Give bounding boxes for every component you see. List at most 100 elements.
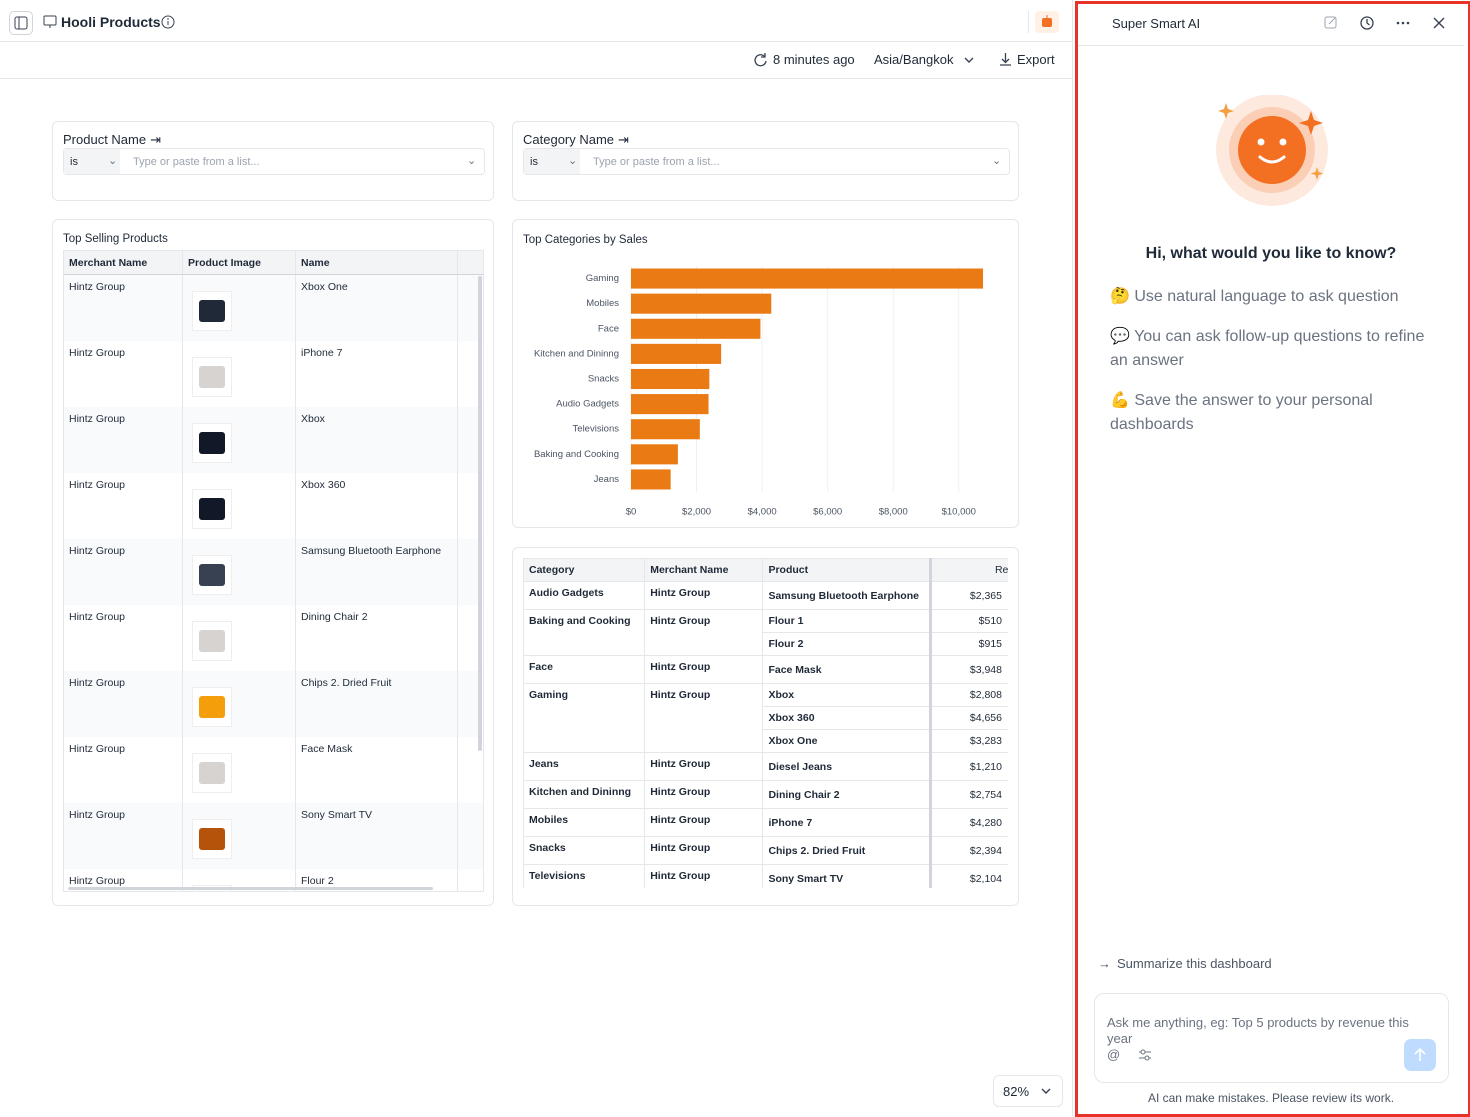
timezone[interactable]: Asia/Bangkok bbox=[874, 52, 954, 67]
product-cell: Flour 1 bbox=[762, 609, 931, 633]
filter-label-text: Category Name bbox=[523, 132, 615, 147]
revenue-cell: $4,280 bbox=[928, 808, 1008, 837]
product-image bbox=[192, 753, 232, 793]
bar bbox=[631, 444, 678, 465]
x-tick-label: $4,000 bbox=[748, 507, 777, 518]
products-table: Merchant Name Product Image Name Hintz Grou… bbox=[64, 251, 483, 891]
empty-cell bbox=[457, 803, 483, 869]
y-tick-label: Snacks bbox=[588, 374, 619, 385]
svg-text:@: @ bbox=[1107, 1047, 1120, 1062]
y-tick-label: Jeans bbox=[594, 474, 620, 485]
category-cell: Gaming bbox=[523, 683, 646, 753]
merchant-cell: Hintz Group bbox=[64, 671, 183, 737]
filter-label: Category Name ⇥ bbox=[523, 132, 629, 148]
column-header: Product bbox=[762, 558, 931, 582]
ai-button[interactable] bbox=[1028, 11, 1063, 33]
revenue-cell: $2,104 bbox=[928, 864, 1008, 888]
column-header: Category bbox=[523, 558, 646, 582]
table-row: Hintz Group Xbox bbox=[64, 407, 483, 473]
name-cell: Xbox bbox=[295, 407, 458, 473]
chevron bbox=[964, 57, 974, 63]
filter-select[interactable]: is Type or paste from a list... ⌄ ⌄ bbox=[523, 148, 1010, 175]
column-header: Merchant Name bbox=[644, 558, 764, 582]
revenue-cell: $3,948 bbox=[928, 655, 1008, 684]
divider bbox=[1072, 0, 1073, 1116]
merchant-cell: Hintz Group bbox=[64, 605, 183, 671]
chart-title: Top Categories by Sales bbox=[523, 234, 648, 246]
refresh-icon[interactable] bbox=[753, 52, 768, 67]
image-cell bbox=[182, 605, 296, 671]
empty-cell bbox=[457, 869, 483, 891]
name-cell: Face Mask bbox=[295, 737, 458, 803]
merchant-cell: Hintz Group bbox=[644, 780, 764, 809]
merchant-cell: Hintz Group bbox=[64, 274, 183, 341]
merchant-cell: Hintz Group bbox=[64, 539, 183, 605]
bar bbox=[631, 343, 722, 364]
disclaimer: AI can make mistakes. Please review its … bbox=[1147, 1091, 1395, 1105]
export-icon bbox=[1000, 53, 1011, 66]
filter-label: Product Name ⇥ bbox=[63, 132, 161, 148]
export-button[interactable]: Export bbox=[1017, 52, 1055, 67]
product-image bbox=[192, 819, 232, 859]
category-cell: Kitchen and Dininng bbox=[523, 780, 646, 809]
zoom-control[interactable]: 82% bbox=[993, 1075, 1063, 1107]
scrollbar[interactable] bbox=[68, 887, 433, 890]
top-bar bbox=[0, 0, 1072, 42]
category-cell: Face bbox=[523, 655, 646, 684]
suggestion[interactable]: → Summarize this dashboard bbox=[1098, 956, 1272, 971]
y-tick-label: Baking and Cooking bbox=[534, 449, 619, 460]
products-table-wrap: Merchant Name Product Image Name Hintz Grou… bbox=[63, 250, 484, 892]
image-cell bbox=[182, 803, 296, 869]
name-cell: iPhone 7 bbox=[295, 341, 458, 407]
table-row: Jeans Hintz Group Diesel Jeans $1,210 bbox=[523, 752, 1008, 781]
table-row: Hintz Group Sony Smart TV bbox=[64, 803, 483, 869]
filter-select[interactable]: is Type or paste from a list... ⌄ ⌄ bbox=[63, 148, 485, 175]
tip: 💪 Save the answer to your personal dashb… bbox=[1110, 392, 1373, 433]
column-header bbox=[457, 251, 483, 275]
sidebar-toggle[interactable] bbox=[9, 11, 33, 35]
product-cell: Chips 2. Dried Fruit bbox=[762, 836, 931, 865]
dashboard-title: Hooli Products bbox=[61, 14, 161, 30]
tip: 🤔 Use natural language to ask question bbox=[1110, 288, 1399, 305]
scrollbar[interactable] bbox=[478, 276, 482, 751]
product-image bbox=[192, 357, 232, 397]
image-cell bbox=[182, 341, 296, 407]
filter-placeholder: Type or paste from a list... bbox=[593, 156, 720, 168]
table-row: Xbox 360 $4,656 bbox=[524, 706, 1008, 730]
dashboard-icon bbox=[43, 15, 57, 28]
table-row: Hintz Group Samsung Bluetooth Earphone bbox=[64, 539, 483, 605]
revenue-cell: $1,210 bbox=[928, 752, 1008, 781]
info-icon[interactable] bbox=[161, 15, 175, 29]
bar bbox=[631, 318, 761, 339]
bar bbox=[631, 268, 984, 289]
product-cell: iPhone 7 bbox=[762, 808, 931, 837]
y-tick-label: Audio Gadgets bbox=[556, 399, 619, 410]
bar bbox=[631, 368, 710, 390]
revenue-cell: $3,283 bbox=[928, 729, 1008, 753]
image-cell bbox=[182, 671, 296, 737]
refresh-time: 8 minutes ago bbox=[773, 52, 855, 67]
table-row: Xbox One $3,283 bbox=[524, 729, 1008, 753]
bar bbox=[631, 419, 700, 440]
assistant-avatar bbox=[1216, 95, 1328, 206]
send-button[interactable] bbox=[1404, 1039, 1436, 1071]
merchant-cell: Hintz Group bbox=[64, 803, 183, 869]
panel-divider bbox=[1078, 45, 1464, 46]
chat-input[interactable]: Ask me anything, eg: Top 5 products by r… bbox=[1094, 993, 1449, 1083]
x-tick-label: $0 bbox=[626, 507, 637, 518]
filter-operator[interactable]: is bbox=[524, 149, 580, 174]
product-image bbox=[192, 423, 232, 463]
table-row: Snacks Hintz Group Chips 2. Dried Fruit $2,… bbox=[523, 836, 1008, 865]
greeting: Hi, what would you like to know? bbox=[1145, 245, 1397, 262]
filter-card bbox=[52, 121, 494, 201]
filter-operator[interactable]: is bbox=[64, 149, 120, 174]
category-cell: Snacks bbox=[523, 836, 646, 865]
filter-arrow: ⇥ bbox=[618, 132, 629, 147]
x-tick-label: $6,000 bbox=[813, 507, 842, 518]
tip: 💬 You can ask follow-up questions to ref… bbox=[1110, 328, 1425, 369]
merchant-cell: Hintz Group bbox=[644, 655, 764, 684]
y-tick-label: Mobiles bbox=[586, 298, 619, 309]
product-cell: Xbox One bbox=[762, 729, 931, 753]
send-icon bbox=[1414, 1047, 1426, 1061]
